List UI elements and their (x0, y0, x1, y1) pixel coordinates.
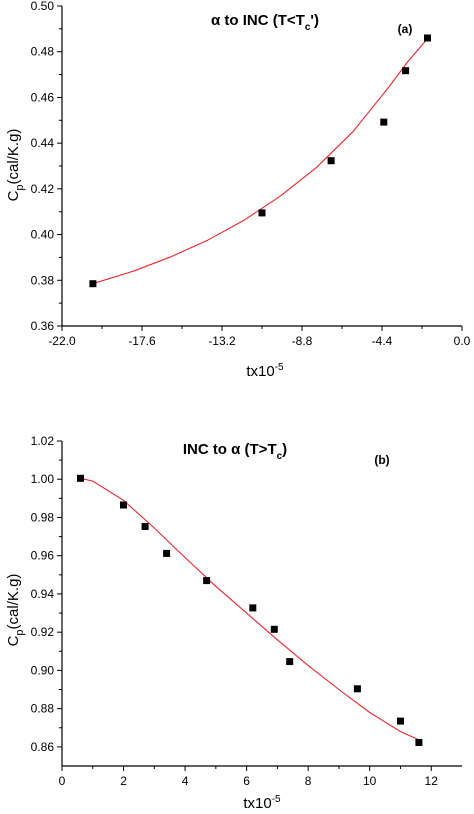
panel-b: INC to α (T>Tc) (b) 0 2 4 6 8 10 12 0.86 0.88 0.9… (5, 434, 462, 812)
panel-b-x-tick-label: 8 (305, 774, 312, 788)
panel-a-y-tick-label: 0.50 (31, 0, 55, 13)
panel-b-fit-layer (80, 477, 423, 742)
panel-b-x-tick-label: 0 (59, 774, 66, 788)
panel-b-fit-curve (80, 477, 423, 742)
panel-b-data-point (163, 549, 171, 557)
panel-a-data-point (327, 157, 335, 165)
panel-b-x-axis-title: tx10-5 (243, 794, 281, 812)
panel-b-data-point (77, 474, 84, 482)
panel-a-x-tick-label: 0.0 (454, 334, 471, 348)
panel-b-data-point (397, 717, 404, 725)
panel-a-title: α to INC (T<Tc') (211, 12, 319, 33)
panel-a-x-tick-label: -4.4 (372, 334, 393, 348)
panel-b-data-point (203, 577, 211, 585)
panel-b-y-tick-label: 0.92 (31, 625, 55, 639)
panel-a: α to INC (T<Tc') (a) -22.0 -17.6 -13.2 -8.8… (5, 0, 471, 380)
panel-b-y-tick-label: 0.86 (31, 740, 55, 754)
panel-b-data-point (120, 501, 127, 509)
panel-b-label: (b) (374, 453, 389, 467)
panel-a-data-point (380, 118, 388, 126)
panel-a-x-tick-label: -17.6 (128, 334, 156, 348)
panel-a-fit-layer (92, 38, 428, 285)
panel-a-label: (a) (398, 22, 413, 36)
panel-b-y-tick-label: 0.96 (31, 549, 55, 563)
panel-b-axes: 0 2 4 6 8 10 12 0.86 0.88 0.90 0.92 0.94 0.96 0.98 1.0… (31, 434, 462, 788)
panel-a-y-axis-title: Cp(cal/K.g) (5, 129, 26, 202)
panel-a-y-tick-label: 0.36 (31, 319, 55, 333)
panel-a-y-tick-label: 0.46 (31, 90, 55, 104)
panel-b-x-tick-label: 12 (425, 774, 439, 788)
panel-b-data-point (353, 685, 361, 693)
panel-b-y-tick-label: 0.94 (31, 587, 55, 601)
panel-a-y-tick-label: 0.44 (31, 136, 55, 150)
panel-a-y-tick-label: 0.40 (31, 228, 55, 242)
panel-a-x-tick-label: -22.0 (48, 334, 76, 348)
panel-a-data-point (89, 280, 97, 288)
panel-a-axes: -22.0 -17.6 -13.2 -8.8 -4.4 0.0 0.36 0.38 0.40 0.… (31, 0, 471, 348)
panel-b-x-tick-label: 4 (182, 774, 189, 788)
panel-a-x-tick-label: -13.2 (208, 334, 236, 348)
panel-b-y-axis-title: Cp(cal/K.g) (5, 574, 26, 647)
panel-b-title: INC to α (T>Tc) (183, 441, 287, 462)
panel-b-data-point (286, 658, 294, 666)
panel-a-data-point (424, 34, 431, 42)
panel-b-y-tick-label: 1.00 (31, 472, 55, 486)
panel-a-x-tick-label: -8.8 (292, 334, 313, 348)
panel-b-points-layer (77, 474, 423, 746)
panel-b-data-point (270, 625, 278, 633)
panel-b-y-tick-label: 1.02 (31, 434, 55, 448)
panel-a-y-tick-label: 0.38 (31, 273, 55, 287)
panel-a-y-tick-label: 0.42 (31, 182, 55, 196)
panel-b-y-tick-label: 0.98 (31, 510, 55, 524)
panel-a-data-point (258, 209, 266, 217)
panel-b-x-tick-label: 10 (363, 774, 377, 788)
panel-a-y-tick-label: 0.48 (31, 45, 55, 59)
panel-b-data-point (249, 604, 257, 612)
panel-a-x-axis-title: tx10-5 (246, 362, 284, 380)
panel-b-data-point (415, 739, 423, 746)
panel-b-y-tick-label: 0.88 (31, 702, 55, 716)
panel-b-x-tick-label: 2 (120, 774, 127, 788)
panel-b-data-point (141, 523, 149, 530)
panel-b-y-tick-label: 0.90 (31, 663, 55, 677)
panel-b-x-tick-label: 6 (243, 774, 250, 788)
panel-a-data-point (402, 67, 410, 75)
panel-a-fit-curve (92, 38, 428, 285)
panel-a-points-layer (89, 34, 431, 288)
